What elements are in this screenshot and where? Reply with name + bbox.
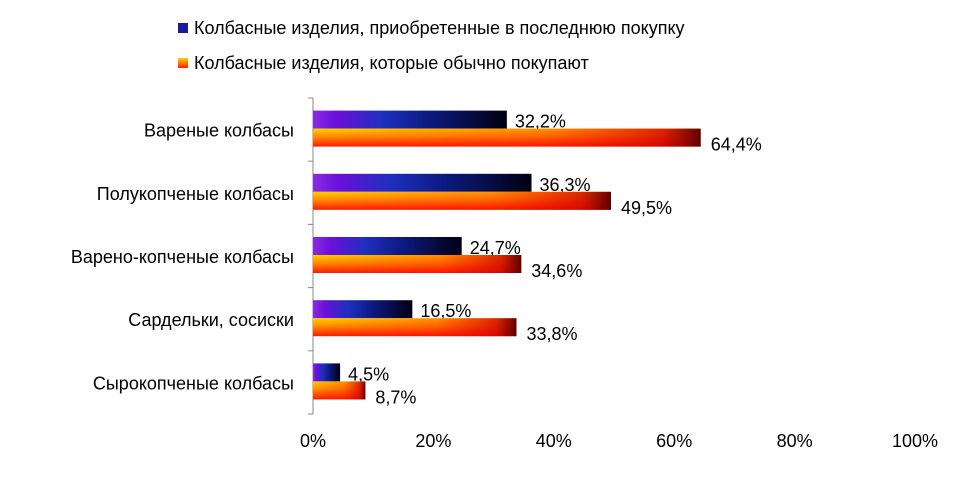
x-tick-label: 60% <box>656 431 692 451</box>
x-tick-label: 20% <box>415 431 451 451</box>
data-label-usual-purchase: 8,7% <box>375 387 416 407</box>
legend: Колбасные изделия, приобретенные в после… <box>178 18 685 73</box>
category-label: Варено-копченые колбасы <box>71 247 294 267</box>
category-label: Сардельки, сосиски <box>128 310 294 330</box>
bar-last-purchase <box>313 363 341 382</box>
data-label-usual-purchase: 64,4% <box>711 135 762 155</box>
x-tick-label: 100% <box>892 431 938 451</box>
category-label: Вареные колбасы <box>144 121 294 141</box>
x-tick-label: 80% <box>777 431 813 451</box>
data-label-usual-purchase: 33,8% <box>526 324 577 344</box>
category-label: Полукопченые колбасы <box>97 184 294 204</box>
data-label-usual-purchase: 34,6% <box>531 261 582 281</box>
bar-usual-purchase-shade <box>313 318 517 337</box>
bar-last-purchase <box>313 173 532 192</box>
legend-label-usual-purchase: Колбасные изделия, которые обычно покупа… <box>194 53 589 73</box>
bar-usual-purchase-shade <box>313 255 522 273</box>
bar-last-purchase <box>313 237 462 255</box>
data-label-last-purchase: 24,7% <box>470 238 521 258</box>
data-label-usual-purchase: 49,5% <box>621 198 672 218</box>
bar-usual-purchase-shade <box>313 191 611 210</box>
bar-last-purchase <box>313 300 413 319</box>
data-label-last-purchase: 32,2% <box>515 112 566 132</box>
bar-usual-purchase-shade <box>313 381 366 400</box>
bar-last-purchase <box>313 110 507 129</box>
legend-swatch-usual-purchase <box>178 58 188 68</box>
x-tick-label: 0% <box>300 431 326 451</box>
data-label-last-purchase: 36,3% <box>540 175 591 195</box>
legend-swatch-last-purchase <box>178 23 188 33</box>
category-label: Сырокопченые колбасы <box>93 373 294 393</box>
bar-usual-purchase-shade <box>313 128 701 147</box>
data-label-last-purchase: 16,5% <box>420 301 471 321</box>
x-tick-label: 40% <box>536 431 572 451</box>
legend-label-last-purchase: Колбасные изделия, приобретенные в после… <box>194 18 685 38</box>
data-label-last-purchase: 4,5% <box>348 364 389 384</box>
